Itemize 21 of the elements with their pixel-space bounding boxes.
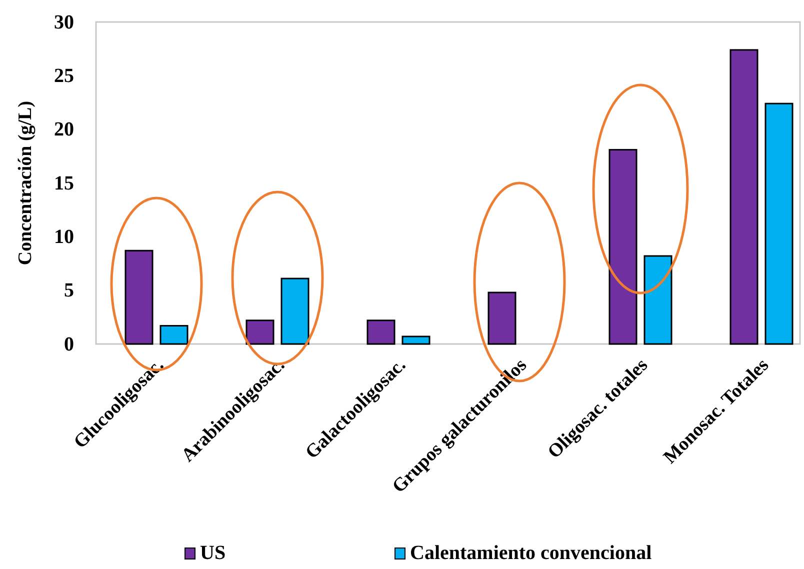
bar (160, 325, 188, 345)
bar (644, 255, 672, 345)
bar (488, 292, 516, 345)
legend-label: US (200, 542, 226, 564)
y-tick-label: 30 (54, 11, 74, 34)
bar (124, 250, 154, 345)
bar (764, 102, 794, 345)
legend-label: Calentamiento convencional (410, 542, 652, 564)
bar (608, 148, 638, 345)
y-tick-label: 5 (64, 280, 74, 302)
bar (730, 49, 758, 345)
bar (366, 320, 396, 345)
bar (246, 320, 274, 345)
y-tick-label: 25 (54, 65, 74, 88)
y-tick-label: 10 (54, 226, 74, 248)
y-tick-label: 20 (54, 118, 74, 141)
bar (280, 278, 310, 345)
y-axis-title: Concentración (g/L) (15, 100, 36, 266)
y-tick-label: 0 (64, 333, 74, 356)
y-tick-label: 15 (54, 172, 74, 194)
bar (402, 336, 430, 345)
